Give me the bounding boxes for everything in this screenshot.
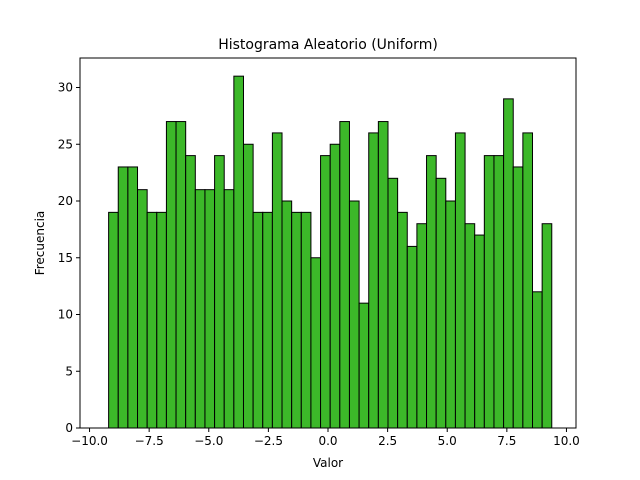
histogram-bar [108, 211, 119, 429]
y-tick-label: 0 [65, 421, 73, 435]
histogram-bar [300, 211, 312, 429]
histogram-bar [194, 189, 206, 429]
bars-group [108, 75, 553, 429]
histogram-bar [348, 200, 360, 429]
histogram-bar [117, 166, 129, 429]
histogram-bar [445, 200, 456, 429]
histogram-bar [156, 211, 167, 429]
histogram-bar [503, 98, 514, 429]
histogram-bar [454, 132, 466, 429]
histogram-bar [223, 189, 235, 429]
y-tick-label: 25 [58, 137, 73, 151]
histogram-bar [185, 155, 196, 429]
x-tick-label: −7.5 [135, 434, 164, 448]
histogram-bar [483, 155, 495, 429]
histogram-bar [127, 166, 139, 429]
histogram-bar [368, 132, 379, 429]
histogram-bar [532, 291, 543, 429]
y-tick-label: 20 [58, 194, 73, 208]
histogram-bar [137, 189, 148, 429]
y-axis-label: Frecuencia [33, 211, 47, 276]
y-tick-label: 15 [58, 251, 73, 265]
x-tick-label: −10.0 [71, 434, 108, 448]
histogram-bar [358, 302, 370, 429]
x-tick-label: 7.5 [497, 434, 516, 448]
y-tick-label: 30 [58, 81, 73, 95]
x-axis-ticks: −10.0 −7.5 −5.0 −2.5 0.0 2.5 5.0 7.5 10.0 [71, 428, 580, 448]
y-tick-label: 10 [58, 308, 73, 322]
x-tick-label: 5.0 [438, 434, 457, 448]
histogram-bar [175, 121, 187, 429]
histogram-bar [271, 132, 283, 429]
histogram-bar [242, 143, 254, 429]
histogram-bar [252, 211, 264, 429]
histogram-bar [281, 200, 293, 429]
y-tick-label: 5 [65, 364, 73, 378]
histogram-bar [165, 121, 177, 429]
x-tick-label: −5.0 [194, 434, 223, 448]
histogram-bar [329, 143, 341, 429]
histogram-bar [291, 211, 302, 429]
chart-title: Histograma Aleatorio (Uniform) [218, 37, 438, 53]
x-tick-label: 10.0 [553, 434, 580, 448]
x-tick-label: 0.0 [318, 434, 337, 448]
x-tick-label: 2.5 [378, 434, 397, 448]
histogram-bar [522, 132, 534, 429]
histogram-bar [426, 155, 437, 429]
histogram-bar [474, 234, 485, 429]
histogram-bar [512, 166, 524, 429]
histogram-bar [146, 211, 158, 429]
histogram-bar [204, 189, 216, 429]
histogram-bar [435, 177, 447, 429]
histogram-bar [320, 155, 331, 429]
histogram-bar [262, 211, 273, 429]
histogram-bar [214, 155, 225, 429]
histogram-bar [233, 75, 244, 429]
histogram-bar [541, 223, 553, 429]
histogram-bar [339, 121, 350, 429]
y-axis-ticks: 0 5 10 15 20 25 30 [58, 81, 80, 435]
histogram-bar [310, 257, 322, 429]
histogram-bar [416, 223, 428, 429]
histogram-bar [464, 223, 476, 429]
histogram-bar [493, 155, 505, 429]
histogram-bar [377, 121, 389, 429]
histogram-bar [387, 177, 399, 429]
histogram-bar [397, 211, 408, 429]
histogram-bar [406, 245, 418, 429]
x-tick-label: −2.5 [254, 434, 283, 448]
x-axis-label: Valor [313, 456, 343, 470]
